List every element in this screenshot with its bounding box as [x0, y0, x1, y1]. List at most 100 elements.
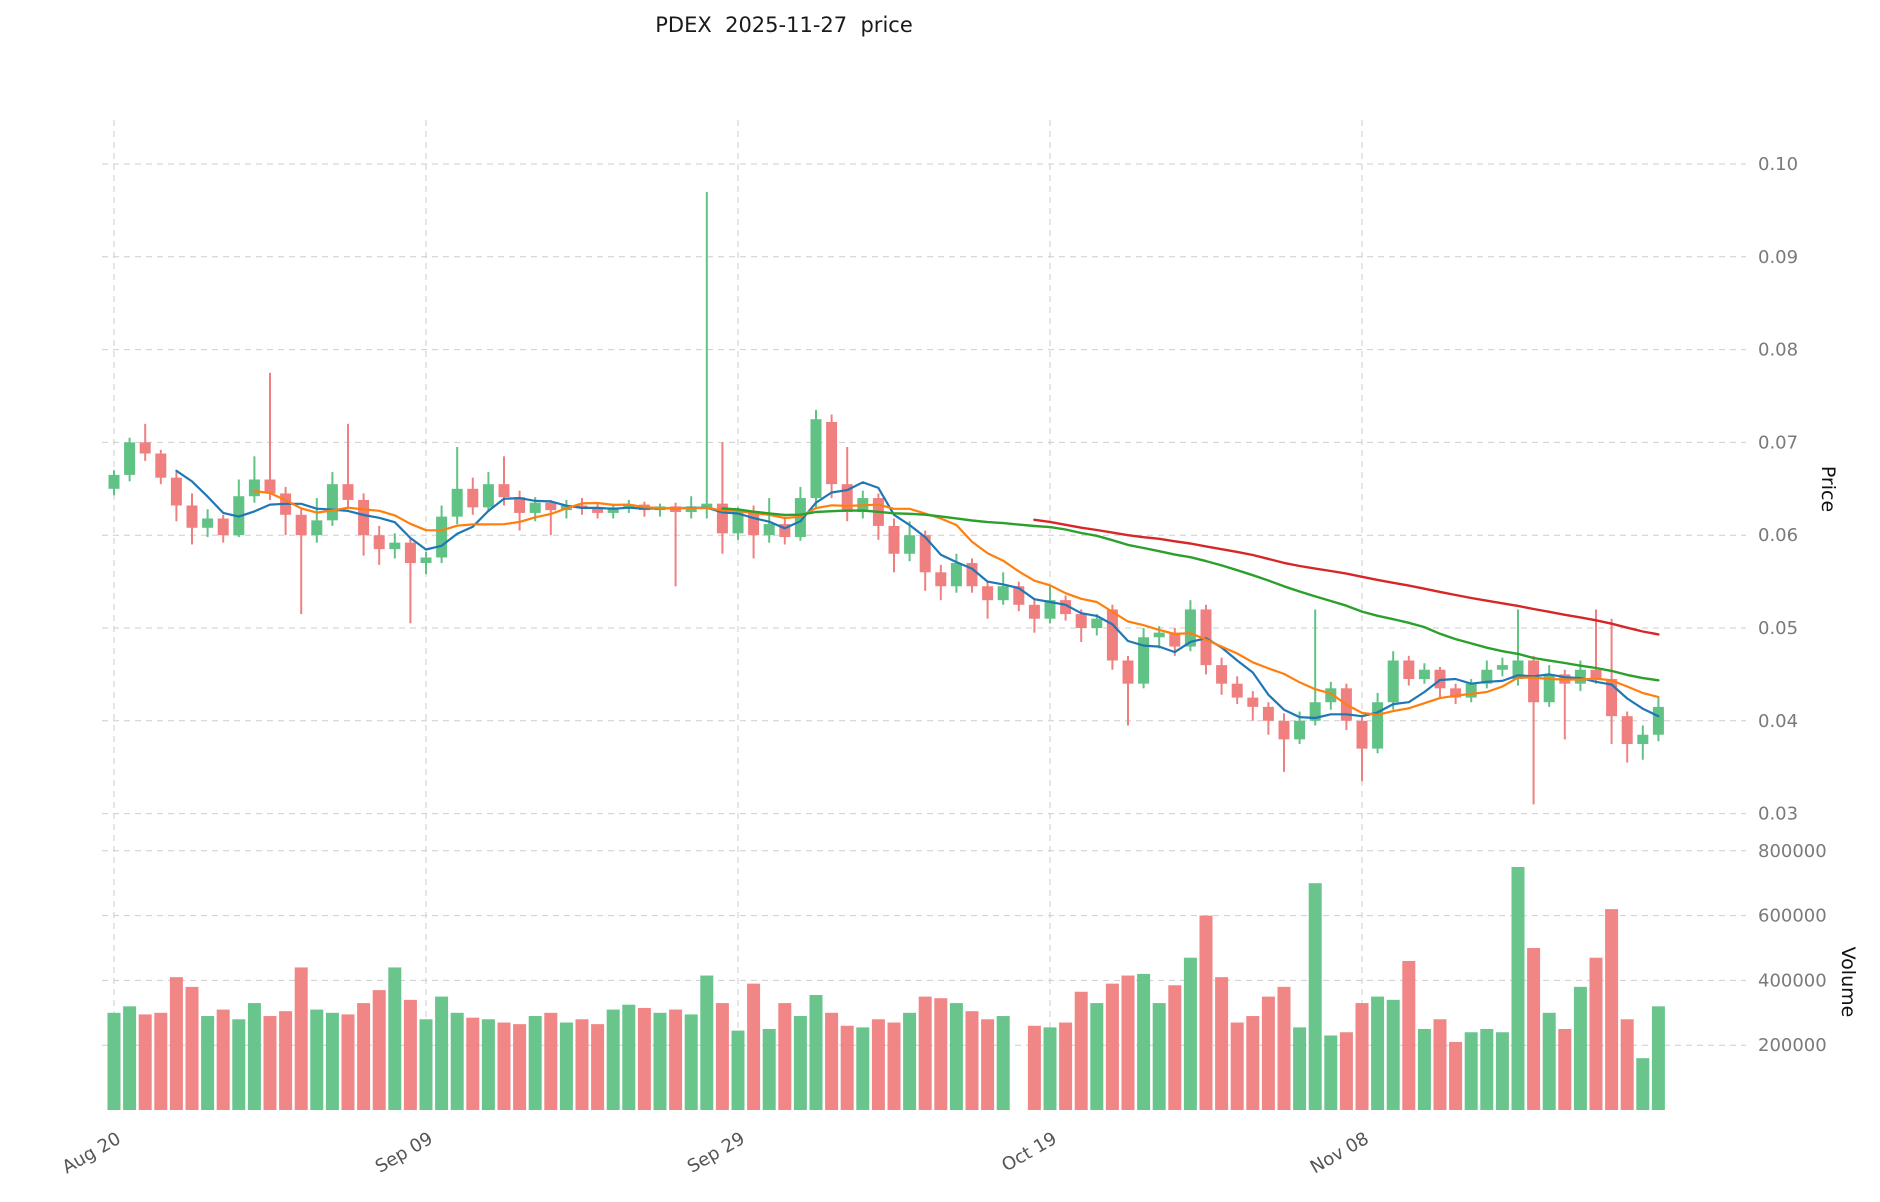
volume-bar	[341, 1014, 355, 1110]
candle-body	[997, 586, 1009, 601]
volume-tick-label: 600000	[1758, 906, 1827, 927]
candle-body	[170, 477, 182, 506]
candle-body	[810, 419, 822, 499]
volume-layer	[107, 867, 1665, 1110]
candle-body	[514, 497, 526, 513]
candle-body	[779, 524, 791, 538]
volume-bar	[1059, 1022, 1073, 1110]
volume-bar	[357, 1003, 371, 1110]
volume-bar	[575, 1019, 589, 1110]
candle-body	[1075, 614, 1087, 628]
candle-body	[155, 453, 167, 478]
candle-body	[623, 504, 635, 508]
candle-body	[748, 512, 760, 536]
candle-body	[186, 505, 198, 528]
volume-bar	[965, 1011, 979, 1110]
candle-body	[108, 474, 120, 489]
candle-body	[1262, 706, 1274, 721]
volume-bar	[1620, 1019, 1634, 1110]
candle-body	[1325, 688, 1337, 703]
candle-body	[1652, 706, 1664, 735]
volume-tick-label: 200000	[1758, 1035, 1827, 1056]
candle-body	[124, 442, 136, 475]
volume-bar	[778, 1003, 792, 1110]
volume-bar	[840, 1025, 854, 1110]
candle-body	[482, 484, 494, 508]
volume-bar	[1511, 867, 1525, 1110]
volume-bar	[981, 1019, 995, 1110]
volume-axis-label: Volume	[1837, 947, 1859, 1018]
volume-bar	[1043, 1027, 1057, 1110]
volume-bar	[1152, 1003, 1166, 1110]
volume-bar	[903, 1012, 917, 1110]
candle-body	[217, 518, 229, 536]
candle-body	[1122, 660, 1134, 684]
volume-bar	[403, 999, 417, 1110]
candle-body	[1465, 683, 1477, 698]
volume-bar	[154, 1012, 168, 1110]
candle-body	[1403, 660, 1415, 680]
candle-body	[389, 542, 401, 550]
candle-body	[1387, 660, 1399, 703]
volume-bar	[1230, 1022, 1244, 1110]
volume-bar	[450, 1012, 464, 1110]
candle-body	[1091, 618, 1103, 628]
volume-bar	[107, 1012, 121, 1110]
price-tick-label: 0.04	[1758, 711, 1798, 732]
volume-bar	[715, 1003, 729, 1110]
candle-body	[311, 520, 323, 536]
candle-body	[1590, 669, 1602, 680]
price-tick-label: 0.09	[1758, 247, 1798, 268]
candle-body	[841, 484, 853, 512]
candle-body	[1309, 702, 1321, 721]
volume-bar	[372, 990, 386, 1110]
candle-body	[716, 503, 728, 534]
gridlines-layer	[102, 120, 1746, 1110]
volume-bar	[1090, 1003, 1104, 1110]
candle-body	[1606, 679, 1618, 717]
price-tick-label: 0.03	[1758, 804, 1798, 825]
volume-bar	[294, 967, 308, 1110]
volume-bar	[247, 1003, 261, 1110]
volume-bar	[123, 1006, 137, 1110]
candle-body	[451, 488, 463, 517]
volume-bar	[216, 1009, 230, 1110]
volume-bar	[1277, 986, 1291, 1110]
ma-line-ma60	[1033, 518, 1660, 636]
volume-tick-label: 400000	[1758, 970, 1827, 991]
volume-bar	[263, 1016, 277, 1110]
candle-body	[1528, 660, 1540, 703]
volume-bar	[684, 1014, 698, 1110]
volume-bar	[1636, 1058, 1650, 1110]
volume-bar	[762, 1029, 776, 1110]
candle-body	[1356, 720, 1368, 749]
price-tick-label: 0.05	[1758, 618, 1798, 639]
volume-bar	[559, 1022, 573, 1110]
candle-body	[592, 508, 604, 513]
candle-body	[467, 488, 479, 508]
volume-bar	[934, 998, 948, 1110]
candle-body	[498, 484, 510, 498]
volume-bar	[138, 1014, 152, 1110]
candle-body	[1169, 632, 1181, 647]
volume-bar	[1074, 991, 1088, 1110]
candle-body	[1106, 609, 1118, 661]
candle-body	[1294, 720, 1306, 740]
volume-bar	[637, 1007, 651, 1110]
volume-bar	[544, 1012, 558, 1110]
volume-bar	[185, 986, 199, 1110]
volume-bar	[1495, 1032, 1509, 1110]
candle-body	[545, 502, 557, 511]
volume-bar	[1324, 1035, 1338, 1110]
candle-body	[1184, 609, 1196, 647]
volume-bar	[1527, 948, 1541, 1110]
volume-bar	[1651, 1006, 1665, 1110]
volume-bar	[1168, 985, 1182, 1110]
candle-body	[326, 484, 338, 521]
volume-bar	[310, 1009, 324, 1110]
volume-bar	[1137, 973, 1151, 1110]
volume-bar	[622, 1004, 636, 1110]
candle-body	[982, 586, 994, 601]
volume-bar	[325, 1012, 339, 1110]
